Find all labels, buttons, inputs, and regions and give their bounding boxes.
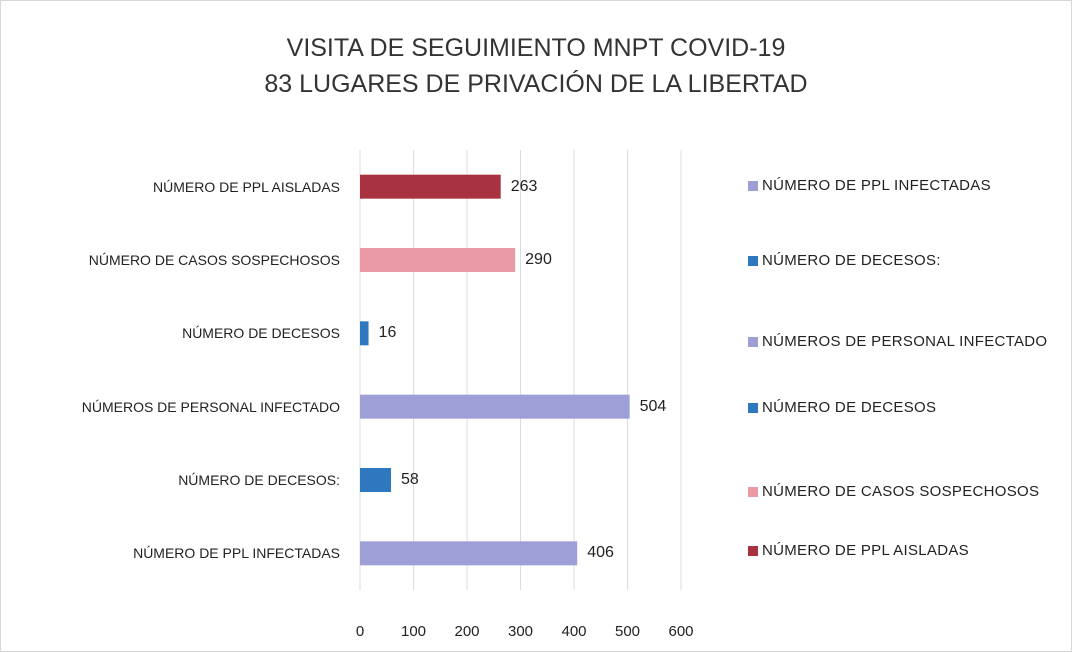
x-tick-label: 100 [400,623,427,640]
x-tick-label: 400 [561,623,587,640]
chart-title: VISITA DE SEGUIMIENTO MNPT COVID-19 [286,34,786,62]
legend-swatch [748,403,758,413]
legend-label: NÚMERO DE DECESOS: [762,252,941,269]
y-tick-label: NÚMERO DE PPL AISLADAS [153,178,340,195]
legend-label: NÚMERO DE PPL AISLADAS [762,542,969,559]
bar [360,541,578,566]
legend-swatch [748,256,758,266]
bar [360,394,630,419]
legend-label: NÚMERO DE CASOS SOSPECHOSOS [762,483,1040,500]
value-label: 16 [378,324,397,342]
value-label: 290 [525,251,552,268]
value-label: 406 [587,544,614,562]
legend-label: NÚMERO DE DECESOS [762,399,937,416]
value-label: 504 [639,397,667,415]
x-tick-label: 300 [507,623,534,640]
legend-swatch [748,546,758,556]
y-tick-label: NÚMERO DE DECESOS: [178,472,340,488]
x-tick-label: 0 [355,623,365,640]
legend-label: NÚMERO DE PPL INFECTADAS [762,177,991,194]
legend-label: NÚMEROS DE PERSONAL INFECTADO [762,333,1048,350]
value-label: 58 [401,471,419,488]
bar [360,248,516,272]
y-tick-label: NÚMEROS DE PERSONAL INFECTADO [81,398,340,415]
legend-swatch [748,487,758,497]
y-tick-label: NÚMERO DE PPL INFECTADAS [133,545,340,562]
y-tick-label: NÚMERO DE CASOS SOSPECHOSOS [88,252,340,268]
x-tick-label: 600 [668,623,694,640]
x-tick-label: 500 [614,623,641,640]
x-tick-label: 200 [454,623,480,640]
y-tick-label: NÚMERO DE DECESOS [182,325,340,342]
value-label: 263 [510,177,538,195]
bar [360,468,392,492]
bar [360,321,369,346]
chart-subtitle: 83 LUGARES DE PRIVACIÓN DE LA LIBERTAD [264,70,808,98]
bar [360,174,501,199]
legend-swatch [748,181,758,191]
legend-swatch [748,337,758,347]
